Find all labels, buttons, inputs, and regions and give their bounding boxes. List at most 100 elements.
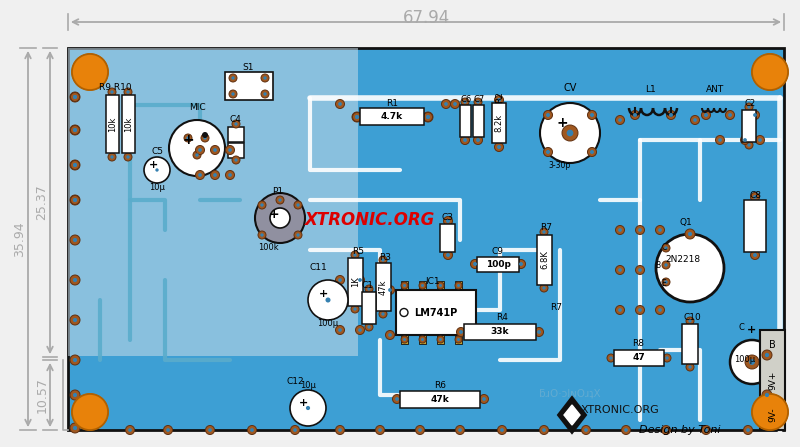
Bar (437, 335, 444, 344)
Circle shape (73, 128, 77, 132)
Circle shape (110, 155, 114, 159)
Circle shape (378, 428, 382, 432)
Circle shape (70, 355, 80, 365)
Text: C2: C2 (745, 98, 755, 107)
Circle shape (351, 305, 359, 313)
Circle shape (128, 428, 132, 432)
Circle shape (624, 428, 628, 432)
Circle shape (379, 310, 387, 318)
Circle shape (762, 350, 772, 360)
Circle shape (70, 92, 80, 102)
Circle shape (666, 356, 669, 360)
Circle shape (335, 100, 345, 109)
Text: C10: C10 (683, 313, 701, 322)
Circle shape (588, 148, 596, 156)
Circle shape (741, 135, 750, 144)
Text: R3: R3 (379, 253, 391, 261)
Circle shape (358, 328, 362, 332)
Text: 33k: 33k (490, 328, 510, 337)
Circle shape (155, 169, 158, 172)
Text: IC1: IC1 (425, 278, 439, 287)
Circle shape (163, 426, 173, 434)
Text: 47: 47 (633, 354, 646, 363)
Circle shape (663, 354, 671, 362)
Circle shape (261, 90, 269, 98)
Circle shape (72, 394, 108, 430)
Bar (122, 95, 135, 153)
Circle shape (754, 253, 757, 257)
Circle shape (70, 275, 80, 285)
Circle shape (693, 118, 697, 122)
Circle shape (73, 163, 77, 167)
Circle shape (108, 88, 116, 96)
Circle shape (232, 156, 240, 164)
Circle shape (444, 102, 448, 106)
Circle shape (388, 333, 392, 337)
Circle shape (590, 114, 594, 117)
Text: ANT: ANT (706, 85, 724, 94)
Circle shape (193, 151, 201, 159)
Circle shape (618, 268, 622, 272)
Circle shape (382, 258, 385, 261)
Circle shape (540, 284, 548, 292)
Circle shape (419, 282, 426, 289)
Circle shape (458, 428, 462, 432)
Circle shape (755, 135, 765, 144)
Circle shape (752, 394, 788, 430)
Circle shape (540, 228, 548, 236)
Circle shape (566, 130, 574, 136)
Circle shape (437, 282, 444, 289)
Circle shape (584, 428, 588, 432)
Bar (400, 391, 480, 408)
Circle shape (471, 260, 479, 268)
Circle shape (335, 325, 345, 334)
Circle shape (540, 103, 600, 163)
Circle shape (203, 136, 206, 139)
Circle shape (765, 393, 769, 397)
Bar (362, 292, 376, 324)
Circle shape (232, 120, 240, 128)
Circle shape (263, 93, 266, 96)
Circle shape (184, 134, 192, 142)
Text: L1: L1 (645, 85, 655, 94)
Circle shape (418, 428, 422, 432)
Circle shape (688, 232, 692, 236)
Text: B: B (655, 261, 661, 270)
Circle shape (543, 110, 553, 119)
Circle shape (73, 198, 77, 202)
Circle shape (70, 195, 79, 204)
Circle shape (618, 308, 622, 312)
Circle shape (186, 136, 190, 139)
Circle shape (655, 305, 665, 315)
Text: 10.57: 10.57 (35, 377, 49, 413)
Circle shape (73, 95, 77, 99)
Circle shape (476, 100, 480, 104)
Circle shape (415, 426, 425, 434)
Polygon shape (558, 397, 586, 433)
Circle shape (544, 148, 552, 156)
Circle shape (70, 126, 79, 135)
Circle shape (718, 138, 722, 142)
Circle shape (393, 395, 402, 404)
Circle shape (258, 231, 266, 239)
Circle shape (754, 114, 757, 117)
Circle shape (494, 143, 503, 152)
Circle shape (754, 195, 757, 198)
Text: R2: R2 (495, 91, 505, 103)
Circle shape (634, 114, 637, 117)
Circle shape (195, 170, 205, 180)
Circle shape (421, 338, 424, 341)
Text: MIC: MIC (189, 104, 206, 113)
Circle shape (70, 423, 80, 433)
Bar (228, 127, 244, 142)
Circle shape (296, 203, 300, 207)
Circle shape (726, 110, 734, 119)
Text: 67.94: 67.94 (402, 9, 450, 27)
Circle shape (664, 263, 668, 267)
Circle shape (234, 122, 238, 126)
Circle shape (388, 288, 392, 292)
Circle shape (446, 253, 450, 257)
Circle shape (270, 208, 290, 228)
Bar (464, 324, 536, 340)
Circle shape (474, 135, 482, 144)
